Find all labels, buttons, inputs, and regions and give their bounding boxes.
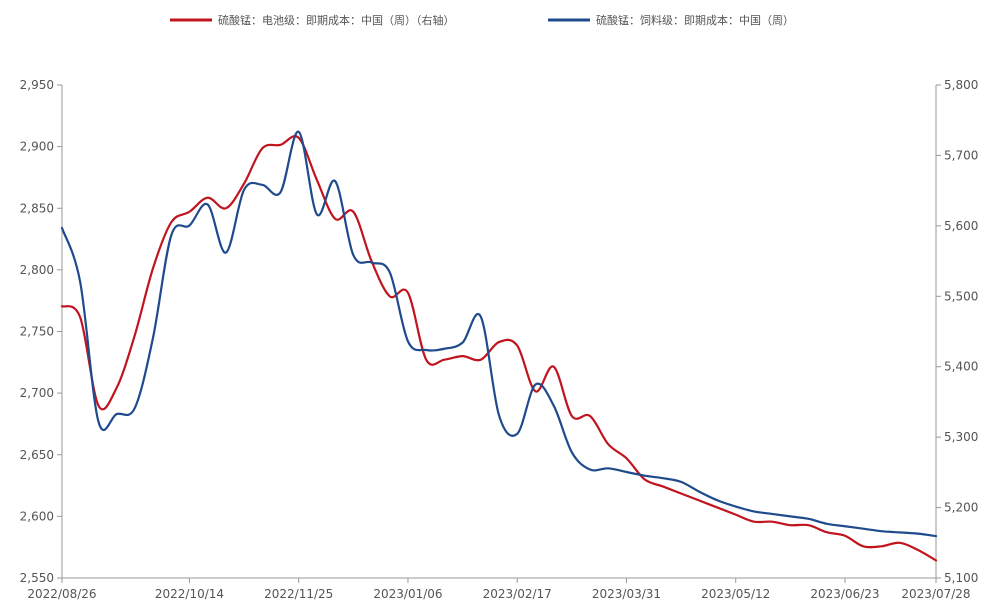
right-tick-label: 5,300: [944, 430, 978, 444]
left-tick-label: 2,650: [20, 448, 54, 462]
right-tick-label: 5,100: [944, 571, 978, 585]
right-tick-label: 5,400: [944, 360, 978, 374]
left-tick-label: 2,950: [20, 78, 54, 92]
series-layer: [60, 130, 938, 562]
x-tick-label: 2023/02/17: [483, 587, 552, 601]
left-tick-label: 2,800: [20, 263, 54, 277]
x-tick-label: 2022/10/14: [155, 587, 224, 601]
right-tick-label: 5,800: [944, 78, 978, 92]
left-tick-label: 2,900: [20, 140, 54, 154]
left-tick-label: 2,700: [20, 386, 54, 400]
x-tick-label: 2022/11/25: [264, 587, 333, 601]
left-tick-label: 2,750: [20, 325, 54, 339]
x-tick-label: 2023/03/31: [592, 587, 661, 601]
x-axis-ticks: 2022/08/26 2022/10/14 2022/11/25 2023/01/06…: [27, 578, 971, 601]
right-tick-label: 5,500: [944, 289, 978, 303]
x-tick-label: 2023/07/28: [901, 587, 970, 601]
left-tick-label: 2,600: [20, 509, 54, 523]
x-tick-label: 2023/05/12: [701, 587, 770, 601]
legend: 硫酸锰：电池级：即期成本：中国（周）（右轴） 硫酸锰：饲料级：即期成本：中国（周…: [170, 13, 794, 27]
left-axis-ticks: 2,550 2,600 2,650 2,700 2,750 2,800 2,850 2,900…: [20, 78, 62, 585]
right-axis-ticks: 5,100 5,200 5,300 5,400 5,500 5,600 5,700 5,800: [936, 78, 978, 585]
series-line-battery-grade: [60, 135, 938, 562]
x-tick-label: 2022/08/26: [27, 587, 96, 601]
x-tick-label: 2023/01/06: [373, 587, 442, 601]
right-tick-label: 5,200: [944, 501, 978, 515]
legend-label-battery-grade: 硫酸锰：电池级：即期成本：中国（周）（右轴）: [218, 13, 455, 27]
left-tick-label: 2,850: [20, 201, 54, 215]
left-tick-label: 2,550: [20, 571, 54, 585]
axes: [61, 85, 937, 579]
right-tick-label: 5,600: [944, 219, 978, 233]
x-tick-label: 2023/06/23: [810, 587, 879, 601]
right-tick-label: 5,700: [944, 148, 978, 162]
legend-label-feed-grade: 硫酸锰：饲料级：即期成本：中国（周）: [596, 13, 794, 27]
series-line-feed-grade: [60, 130, 938, 538]
